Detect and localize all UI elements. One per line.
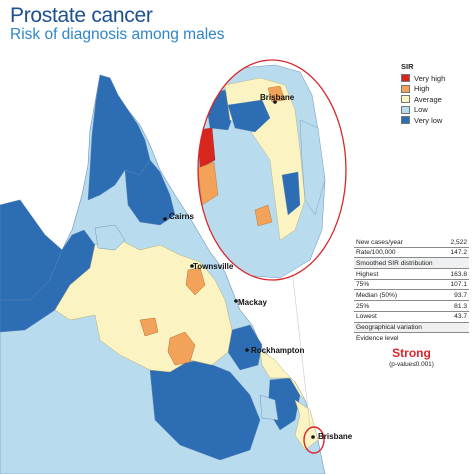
inset-very-high [198,127,216,169]
stat-label: 25% [356,302,370,310]
stat-highest: Highest 163.8 [354,269,469,280]
inset-frame [197,59,347,281]
stat-value: 43.7 [454,313,467,321]
townsville-label: Townsville [193,262,234,271]
brisbane-dot [311,435,315,439]
legend-item-very-high: Very high [401,73,445,84]
stat-label: Rate/100,000 [356,249,396,257]
legend-swatch [401,95,410,104]
legend-item-very-low: Very low [401,115,445,126]
stat-median: Median (50%) 93.7 [354,290,469,302]
stat-value: 93.7 [454,292,467,300]
stat-value: 2,522 [450,238,467,246]
map-title: Prostate cancer [10,4,153,27]
stat-value: 163.8 [450,270,467,278]
inset-high-west [198,161,219,206]
legend-label: Average [414,94,442,104]
region-low-1 [94,224,126,251]
stat-new-cases: New cases/year 2,522 [354,237,469,248]
cairns-label: Cairns [169,212,194,221]
legend-label: Very low [414,115,443,125]
region-high-central [167,331,196,366]
stat-label: Lowest [356,313,377,321]
cairns-dot [163,217,167,221]
region-low-2 [259,394,279,421]
legend-heading: SIR [401,62,414,71]
inset-coast-low [299,119,326,216]
stat-rate: Rate/100,000 147.2 [354,248,469,259]
legend-item-average: Average [401,94,445,105]
stat-p25: 25% 81.3 [354,301,469,312]
stat-label: Highest [356,270,379,278]
inset-very-low-south [281,171,301,216]
brisbane-inset-map [198,60,346,280]
stat-p75: 75% 107.1 [354,280,469,291]
legend-item-high: High [401,84,445,95]
region-high-mid [139,317,159,337]
region-south-west [149,359,261,461]
brisbane-highlight-ring [303,426,325,454]
stat-value: 107.1 [450,281,467,289]
stat-evidence: Evidence level [354,333,469,344]
inset-high-east [267,85,286,103]
stat-heading: Geographical variation [356,324,422,332]
stat-label: New cases/year [356,238,403,246]
legend-swatch [401,116,410,125]
inset-very-low-core [227,99,271,133]
legend-label: Low [414,105,428,115]
legend-label: Very high [414,73,446,83]
stat-value: 81.3 [454,302,467,310]
stat-label: Median (50%) [356,292,398,300]
inset-brisbane-label: Brisbane [260,93,295,102]
region-far-north [124,159,176,226]
inset-pointer-line [291,269,311,428]
stat-dist-heading: Smoothed SIR distribution [354,258,469,270]
stat-heading: Smoothed SIR distribution [356,259,433,267]
stat-value: 147.2 [450,249,467,257]
region-high-townsville [185,267,206,296]
inset-brisbane-dot [273,100,277,104]
stat-lowest: Lowest 43.7 [354,312,469,323]
sir-legend: SIR Very high High Average Low Very low [401,62,445,126]
stat-geo-heading: Geographical variation [354,322,469,334]
rockhampton-label: Rockhampton [251,346,305,355]
brisbane-label: Brisbane [318,432,353,441]
p-value-text: (p-value≤0.001) [389,360,434,368]
legend-swatch [401,84,410,93]
evidence-value: Strong [392,345,431,360]
inset-high-south [254,204,273,227]
stat-label: Evidence level [356,334,399,342]
map-subtitle: Risk of diagnosis among males [10,26,225,43]
mackay-label: Mackay [238,298,267,307]
stat-label: 75% [356,281,370,289]
townsville-dot [190,264,194,268]
mackay-dot [234,299,238,303]
region-coast-average [259,349,306,401]
stats-panel: New cases/year 2,522 Rate/100,000 147.2 … [354,237,469,368]
rockhampton-dot [245,348,249,352]
legend-item-low: Low [401,105,445,116]
legend-swatch [401,105,410,114]
legend-swatch [401,74,410,83]
legend-label: High [414,84,430,94]
